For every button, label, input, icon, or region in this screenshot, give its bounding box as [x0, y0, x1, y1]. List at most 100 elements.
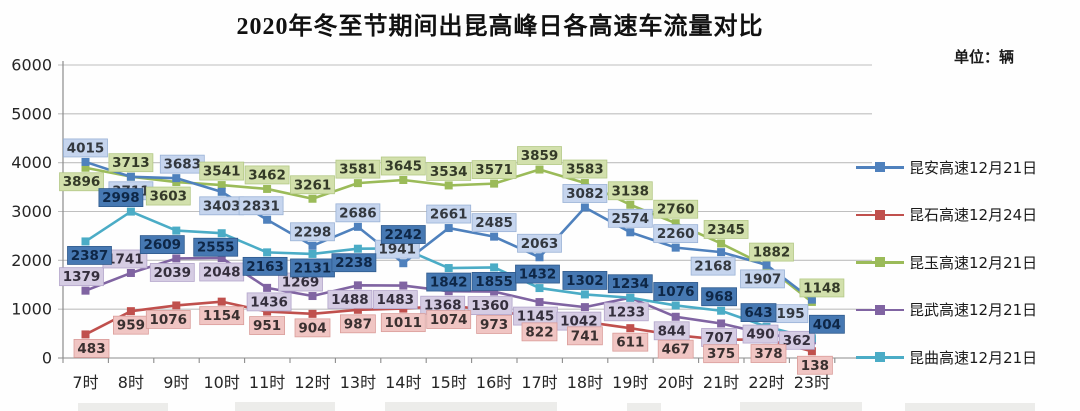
data-label-value: 2831 [242, 198, 280, 214]
data-label-box [249, 316, 286, 335]
data-label-box [59, 172, 104, 192]
x-axis-tick-label: 13时 [340, 373, 376, 392]
data-point-marker [263, 248, 272, 257]
data-label-value: 1145 [517, 309, 555, 325]
data-point-marker [172, 301, 181, 310]
data-point-marker [217, 229, 226, 238]
data-label-value: 707 [705, 330, 733, 346]
data-label-value: 1379 [63, 269, 101, 285]
data-label-value: 1076 [150, 312, 188, 328]
data-label-value: 987 [344, 316, 372, 332]
data-label-box [740, 303, 777, 323]
data-point-marker [353, 179, 362, 188]
data-label-box [517, 146, 562, 165]
data-label-value: 2063 [521, 236, 559, 252]
data-point-marker [671, 243, 680, 252]
data-label-value: 3534 [430, 164, 468, 180]
data-label-value: 2574 [612, 211, 650, 227]
data-label-box [199, 161, 245, 181]
data-label-value: 2039 [154, 265, 192, 281]
data-label-value: 951 [253, 318, 281, 334]
data-point-marker [308, 249, 317, 258]
x-axis-tick-label: 17时 [521, 373, 557, 392]
data-label-value: 1269 [282, 275, 320, 291]
y-axis-tick-label: 0 [42, 349, 52, 368]
data-point-marker [535, 298, 544, 307]
data-label-value: 1360 [471, 298, 509, 314]
data-label-value: 1907 [744, 271, 782, 287]
data-label-box [750, 344, 787, 363]
data-label-box [471, 213, 517, 233]
data-label-box [703, 220, 749, 239]
legend-line-marker-icon [856, 304, 904, 315]
data-label-box [244, 165, 290, 185]
data-label-value: 1074 [430, 312, 468, 328]
legend-label: 昆安高速12月21日 [909, 158, 1038, 177]
y-axis-tick-label: 2000 [11, 251, 52, 270]
data-point-marker [399, 176, 408, 185]
data-label-box [380, 225, 426, 244]
data-point-marker [580, 203, 589, 212]
data-label-value: 844 [658, 323, 686, 339]
data-point-marker [126, 307, 135, 316]
data-point-marker [308, 241, 317, 250]
legend-label: 昆石高速12月24日 [909, 206, 1038, 224]
data-label-box [331, 253, 377, 273]
data-label-box [246, 292, 292, 312]
data-label-value: 2609 [144, 237, 182, 253]
legend-label: 昆武高速12月21日 [909, 301, 1038, 319]
data-label-value: 138 [801, 358, 829, 374]
data-point-marker [762, 260, 771, 269]
data-point-marker [353, 244, 362, 253]
data-label-value: 3581 [339, 162, 377, 178]
data-label-box [779, 330, 815, 350]
data-label-box [149, 263, 195, 282]
data-label-value: 904 [298, 320, 326, 336]
data-point-marker [717, 239, 726, 248]
x-axis-tick-label: 19时 [612, 373, 648, 392]
data-label-value: 959 [117, 318, 145, 334]
x-axis-tick-label: 22时 [748, 373, 784, 392]
x-axis-tick-label: 21时 [703, 373, 739, 392]
data-label-box [199, 306, 245, 326]
data-label-value: 1076 [657, 284, 695, 300]
bottom-artifact-segment [78, 403, 168, 411]
data-label-value: 741 [571, 328, 599, 344]
data-label-box [603, 302, 649, 322]
data-label-value: 3541 [203, 164, 241, 180]
y-axis-tick-label: 5000 [11, 104, 52, 123]
data-point-marker [490, 263, 499, 272]
data-label-value: 822 [525, 324, 553, 340]
data-point-marker [444, 181, 453, 190]
data-point-marker [626, 324, 635, 333]
data-label-box [653, 282, 699, 301]
data-label-value: 1941 [379, 242, 417, 258]
x-axis-tick-label: 12时 [294, 373, 330, 392]
data-point-marker [81, 157, 90, 166]
data-label-value: 3571 [475, 162, 513, 178]
data-point-marker [444, 264, 453, 273]
data-label-value: 2661 [430, 207, 468, 223]
data-label-value: 643 [744, 305, 772, 321]
data-point-marker [353, 222, 362, 231]
data-label-value: 3403 [203, 198, 241, 214]
data-label-box [476, 315, 513, 334]
data-label-value: 2168 [694, 259, 732, 275]
data-label-value: 2260 [657, 226, 695, 242]
data-label-box [238, 196, 284, 216]
data-point-marker [535, 253, 544, 262]
data-label-box [521, 322, 558, 342]
data-point-marker [717, 306, 726, 315]
data-point-marker [399, 259, 408, 268]
y-axis-tick-label: 6000 [11, 56, 52, 75]
data-label-value: 973 [480, 317, 508, 333]
bottom-artifact-segment [627, 403, 661, 411]
data-point-marker [399, 281, 408, 290]
data-label-value: 483 [77, 341, 105, 357]
data-label-value: 1302 [566, 273, 604, 289]
data-point-marker [490, 179, 499, 188]
data-label-box [749, 242, 794, 262]
data-label-value: 1154 [203, 308, 241, 324]
data-label-box [471, 160, 517, 180]
